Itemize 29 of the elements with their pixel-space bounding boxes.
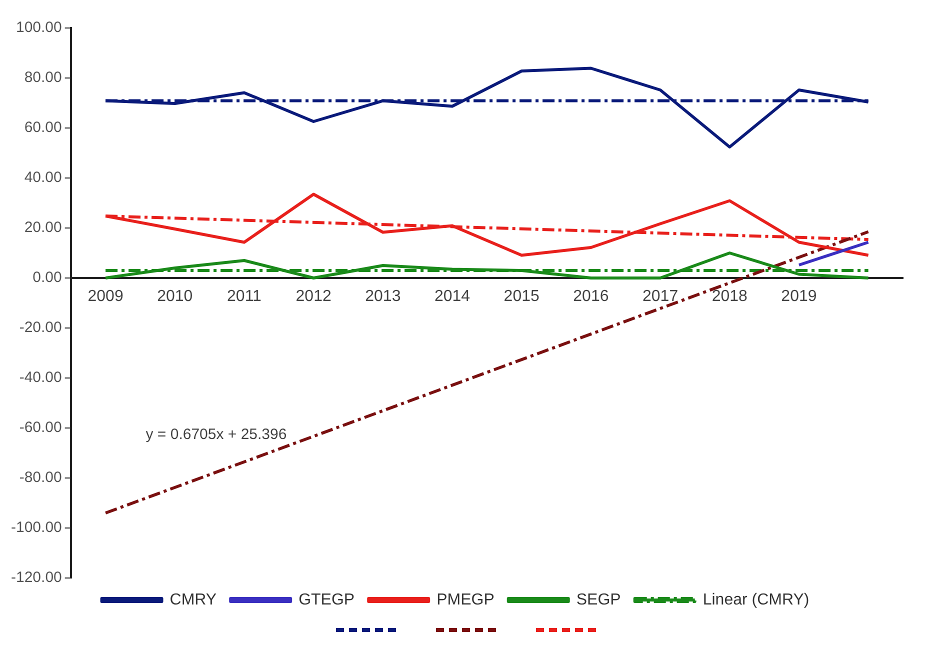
y-tick-label: -20.00 [19, 319, 62, 336]
y-tick-label: 100.00 [16, 19, 62, 36]
y-tick-label: -120.00 [11, 569, 62, 586]
y-tick-label: 80.00 [24, 69, 62, 86]
y-tick-label: 40.00 [24, 169, 62, 186]
y-tick-label: 20.00 [24, 219, 62, 236]
legend-label: CMRY [170, 591, 217, 608]
x-tick-label: 2015 [504, 288, 540, 306]
legend-label: GTEGP [298, 591, 355, 608]
x-tick-label: 2010 [157, 288, 193, 306]
x-tick-label: 2012 [296, 288, 332, 306]
x-tick-label: 2018 [712, 288, 748, 306]
y-tick-label: 60.00 [24, 119, 62, 136]
y-tick-label: -60.00 [19, 419, 62, 436]
legend-label: PMEGP [436, 591, 494, 608]
y-tick-label: -40.00 [19, 369, 62, 386]
y-tick-label: -100.00 [11, 519, 62, 536]
x-tick-label: 2009 [88, 288, 124, 306]
x-tick-label: 2016 [573, 288, 609, 306]
x-tick-label: 2019 [781, 288, 817, 306]
y-tick-label: 0.00 [32, 269, 62, 286]
x-tick-label: 2011 [227, 288, 262, 306]
x-tick-label: 2014 [434, 288, 470, 306]
annotation: y = 0.6705x + 25.396 [146, 426, 287, 444]
x-tick-label: 2013 [365, 288, 401, 306]
legend-label: SEGP [576, 591, 621, 608]
x-tick-label: 2017 [642, 288, 678, 306]
y-tick-label: -80.00 [19, 469, 62, 486]
legend-label: Linear (CMRY) [702, 591, 810, 608]
